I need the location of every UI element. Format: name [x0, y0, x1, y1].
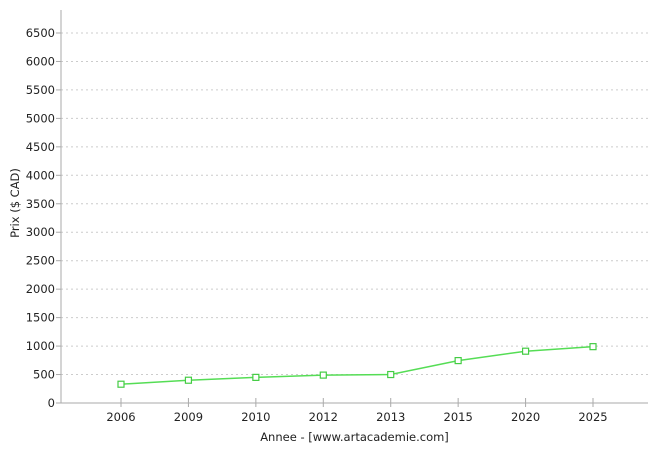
y-tick-label-4500: 4500 — [26, 140, 55, 154]
x-tick-label-2013: 2013 — [376, 410, 405, 424]
y-tick-label-1000: 1000 — [26, 339, 55, 353]
x-tick-label-2010: 2010 — [241, 410, 270, 424]
y-tick-label-0: 0 — [48, 396, 55, 410]
data-point-2009 — [184, 376, 193, 384]
data-point-2015 — [454, 356, 462, 365]
data-point-2020 — [521, 347, 530, 355]
x-tick-label-2025: 2025 — [578, 410, 607, 424]
y-tick-label-6500: 6500 — [26, 26, 55, 40]
x-tick-label-2012: 2012 — [309, 410, 338, 424]
y-tick-label-500: 500 — [33, 368, 55, 382]
y-tick-label-3500: 3500 — [26, 197, 55, 211]
y-tick-label-4000: 4000 — [26, 168, 55, 182]
data-point-2025 — [589, 343, 597, 351]
data-point-2012 — [319, 371, 327, 379]
y-tick-label-5000: 5000 — [26, 111, 55, 125]
y-tick-label-2000: 2000 — [26, 282, 55, 296]
y-tick-label-2500: 2500 — [26, 254, 55, 268]
y-axis-title: Prix ($ CAD) — [8, 168, 22, 238]
y-tick-label-1500: 1500 — [26, 311, 55, 325]
x-axis-title: Annee - [www.artacademie.com] — [260, 430, 449, 444]
x-tick-label-2020: 2020 — [511, 410, 540, 424]
y-tick-label-3000: 3000 — [26, 225, 55, 239]
x-tick-label-2015: 2015 — [444, 410, 473, 424]
y-tick-label-6000: 6000 — [26, 54, 55, 68]
y-tick-label-5500: 5500 — [26, 83, 55, 97]
x-tick-label-2009: 2009 — [174, 410, 203, 424]
data-point-2010 — [252, 373, 260, 381]
x-tick-label-2006: 2006 — [106, 410, 135, 424]
price-line — [120, 345, 594, 385]
data-point-2013 — [387, 370, 395, 379]
data-point-2006 — [117, 380, 125, 388]
